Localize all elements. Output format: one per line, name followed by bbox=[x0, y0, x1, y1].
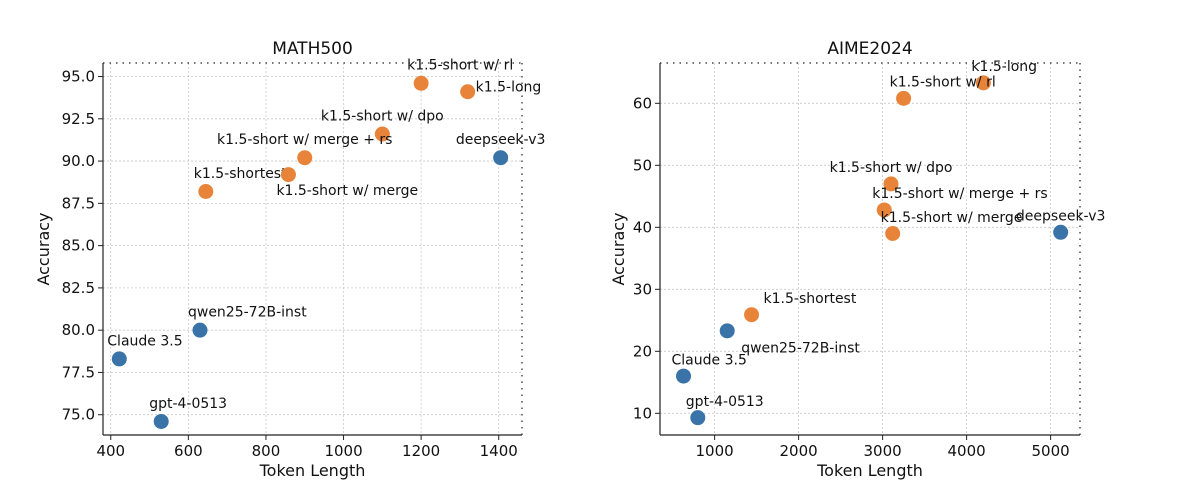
data-point-blue bbox=[192, 322, 208, 338]
x-tick-label: 1000 bbox=[696, 442, 734, 460]
y-tick-label: 40 bbox=[633, 218, 652, 236]
data-point-blue bbox=[493, 150, 509, 166]
data-point-orange bbox=[744, 307, 760, 323]
y-tick-label: 75.0 bbox=[62, 406, 95, 424]
point-label: Claude 3.5 bbox=[672, 352, 747, 368]
x-tick-label: 4000 bbox=[948, 442, 986, 460]
data-point-orange bbox=[413, 75, 429, 91]
point-label: k1.5-short w/ rl bbox=[407, 58, 513, 74]
y-tick-label: 20 bbox=[633, 342, 652, 360]
point-label: deepseek-v3 bbox=[1016, 209, 1106, 225]
data-point-blue bbox=[1053, 224, 1069, 240]
y-tick-label: 82.5 bbox=[62, 279, 95, 297]
y-tick-label: 87.5 bbox=[62, 194, 95, 212]
x-tick-label: 3000 bbox=[864, 442, 902, 460]
x-tick-label: 400 bbox=[96, 442, 125, 460]
x-axis-label: Token Length bbox=[816, 461, 923, 480]
y-tick-label: 92.5 bbox=[62, 110, 95, 128]
point-label: deepseek-v3 bbox=[456, 132, 546, 148]
y-axis-label: Accuracy bbox=[609, 212, 628, 285]
y-tick-label: 60 bbox=[633, 94, 652, 112]
point-label: qwen25-72B-inst bbox=[188, 305, 307, 321]
point-label: k1.5-short w/ merge bbox=[881, 210, 1023, 226]
chart-title: AIME2024 bbox=[827, 39, 912, 59]
x-tick-label: 1200 bbox=[402, 442, 440, 460]
data-point-blue bbox=[676, 368, 692, 384]
y-axis-label: Accuracy bbox=[34, 212, 53, 285]
x-axis-label: Token Length bbox=[259, 461, 366, 480]
point-label: k1.5-long bbox=[971, 59, 1037, 75]
point-label: gpt-4-0513 bbox=[686, 394, 764, 410]
x-tick-label: 1000 bbox=[324, 442, 362, 460]
data-point-orange bbox=[883, 176, 899, 192]
point-label: k1.5-long bbox=[476, 80, 542, 96]
x-tick-label: 5000 bbox=[1032, 442, 1070, 460]
y-tick-label: 50 bbox=[633, 156, 652, 174]
x-tick-label: 800 bbox=[252, 442, 281, 460]
point-label: k1.5-short w/ dpo bbox=[321, 108, 444, 124]
data-point-orange bbox=[975, 75, 991, 91]
y-tick-label: 85.0 bbox=[62, 237, 95, 255]
y-tick-label: 10 bbox=[633, 404, 652, 422]
y-tick-label: 80.0 bbox=[62, 321, 95, 339]
point-label: qwen25-72B-inst bbox=[741, 341, 860, 357]
chart-title: MATH500 bbox=[272, 39, 353, 59]
data-point-orange bbox=[374, 126, 390, 142]
point-label: k1.5-shortest bbox=[764, 291, 857, 307]
x-tick-label: 2000 bbox=[780, 442, 818, 460]
data-point-orange bbox=[460, 84, 476, 100]
data-point-orange bbox=[198, 184, 214, 200]
point-label: gpt-4-0513 bbox=[149, 396, 227, 412]
point-label: k1.5-short w/ merge + rs bbox=[872, 186, 1047, 202]
y-tick-label: 30 bbox=[633, 280, 652, 298]
math500-chart: 400 600 800 1000 1200 1400 75.0 77.5 80.0 82.5 85.… bbox=[34, 39, 545, 480]
point-label: k1.5-short w/ rl bbox=[890, 75, 996, 91]
aime2024-chart: 1000 2000 3000 4000 5000 10 20 30 40 50 60 AIME2024… bbox=[609, 39, 1105, 480]
y-tick-label: 77.5 bbox=[62, 363, 95, 381]
point-label: k1.5-short w/ dpo bbox=[830, 160, 953, 176]
y-tick-label: 90.0 bbox=[62, 152, 95, 170]
x-tick-label: 1400 bbox=[480, 442, 518, 460]
data-point-blue bbox=[719, 323, 735, 339]
point-label: Claude 3.5 bbox=[107, 333, 182, 349]
data-point-orange bbox=[896, 90, 912, 106]
data-point-orange bbox=[297, 150, 313, 166]
data-point-orange bbox=[280, 167, 296, 183]
data-point-blue bbox=[153, 413, 169, 429]
data-point-blue bbox=[690, 410, 706, 426]
y-tick-label: 95.0 bbox=[62, 68, 95, 86]
data-point-orange bbox=[885, 226, 901, 241]
data-point-blue bbox=[111, 351, 127, 367]
point-label: k1.5-short w/ merge bbox=[276, 183, 418, 199]
point-label: k1.5-shortest bbox=[194, 166, 287, 182]
x-tick-label: 600 bbox=[174, 442, 203, 460]
point-label: k1.5-short w/ merge + rs bbox=[217, 132, 392, 148]
data-point-orange bbox=[876, 202, 892, 218]
